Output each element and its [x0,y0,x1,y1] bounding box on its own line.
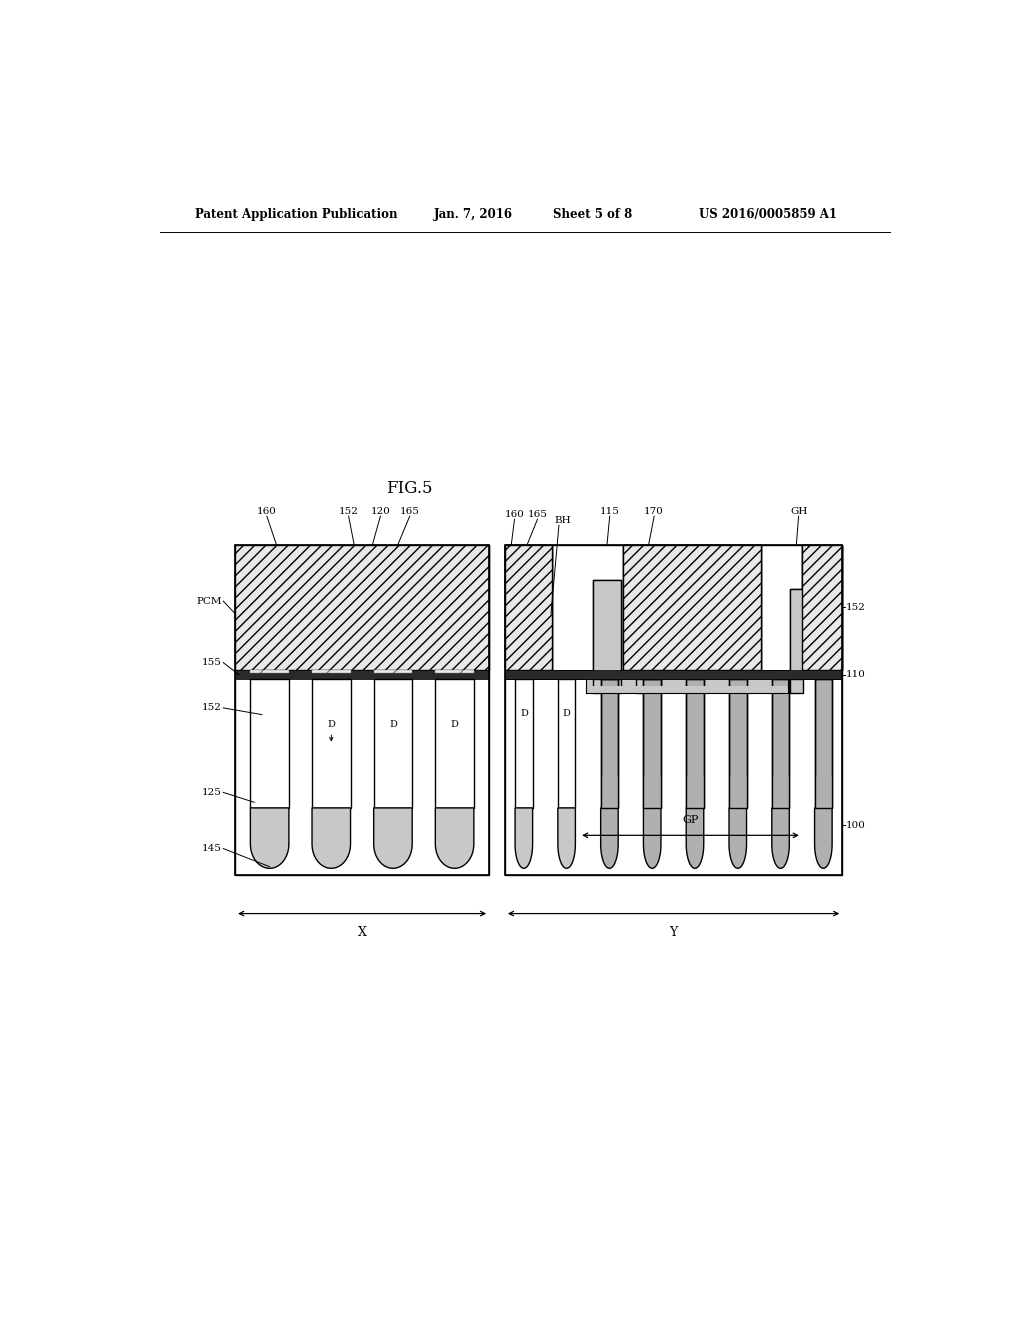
Bar [772,680,790,808]
Text: Patent Application Publication: Patent Application Publication [196,207,398,220]
Text: 115: 115 [600,507,620,516]
Text: D: D [563,709,570,718]
Text: Sheet 5 of 8: Sheet 5 of 8 [553,207,632,220]
Text: 155: 155 [202,659,221,667]
Bar [601,680,618,808]
Bar [312,680,350,808]
Bar [505,545,552,671]
Text: 160: 160 [505,511,524,519]
Polygon shape [814,808,833,869]
Bar [593,579,622,693]
Text: X: X [357,925,367,939]
Bar [643,680,660,808]
Text: FIG.5: FIG.5 [386,480,433,498]
Polygon shape [251,808,289,869]
Bar [643,776,660,808]
Bar [729,680,746,808]
Bar [312,671,350,672]
Bar [236,545,489,671]
Bar [729,776,746,808]
Bar [814,776,833,808]
Bar [814,680,833,808]
Polygon shape [435,808,474,869]
Bar [251,680,289,808]
Text: PCM: PCM [197,597,221,606]
Bar [236,671,489,680]
Bar [729,680,746,808]
Text: Jan. 7, 2016: Jan. 7, 2016 [433,207,513,220]
Bar [601,776,618,808]
Bar [505,671,842,680]
Bar [435,680,474,808]
Text: D: D [389,719,397,729]
Text: US 2016/0005859 A1: US 2016/0005859 A1 [699,207,838,220]
Bar [802,545,842,671]
Text: 125: 125 [202,788,221,797]
Text: Y: Y [670,925,678,939]
Bar [814,680,833,808]
Bar [802,545,842,671]
Bar [790,589,803,680]
Bar [772,776,790,808]
Text: BH: BH [555,516,571,525]
Bar [505,671,842,680]
Bar [802,545,842,671]
Text: D: D [328,719,335,729]
Bar [558,680,575,808]
Text: 160: 160 [257,507,276,516]
Text: GP: GP [682,816,698,825]
Text: 165: 165 [399,507,420,516]
Bar [686,680,703,808]
Bar [623,545,761,671]
Bar [505,545,552,671]
Bar [505,545,552,671]
Bar [505,545,842,875]
Bar [637,589,660,693]
Bar [686,680,703,808]
Bar [586,671,788,693]
Text: 120: 120 [371,507,390,516]
Polygon shape [515,808,532,869]
Bar [374,680,413,808]
Polygon shape [312,808,350,869]
Text: 152: 152 [846,603,866,612]
Polygon shape [686,808,703,869]
Bar [790,589,803,693]
Bar [515,680,532,808]
Bar [623,545,761,671]
Polygon shape [558,808,575,869]
Text: 110: 110 [846,671,866,680]
Bar [601,680,618,808]
Polygon shape [374,808,413,869]
Bar [772,680,790,808]
Text: 100: 100 [846,821,866,830]
Bar [236,545,489,875]
Bar [435,671,474,672]
Polygon shape [772,808,790,869]
Polygon shape [643,808,660,869]
Polygon shape [601,808,618,869]
Text: D: D [451,719,459,729]
Text: 170: 170 [644,507,665,516]
Bar [374,671,413,672]
Bar [251,671,289,672]
Text: 165: 165 [527,511,548,519]
Bar [236,545,489,875]
Bar [505,671,842,680]
Bar [505,671,842,680]
Bar [637,589,660,680]
Bar [686,776,703,808]
Text: 145: 145 [202,843,221,853]
Text: GH: GH [790,507,807,516]
Bar [643,680,660,808]
Bar [623,545,761,671]
Bar [593,579,622,680]
Bar [586,686,788,693]
Text: 152: 152 [202,704,221,713]
Bar [505,545,842,875]
Polygon shape [729,808,746,869]
Text: 152: 152 [339,507,358,516]
Text: D: D [520,709,527,718]
